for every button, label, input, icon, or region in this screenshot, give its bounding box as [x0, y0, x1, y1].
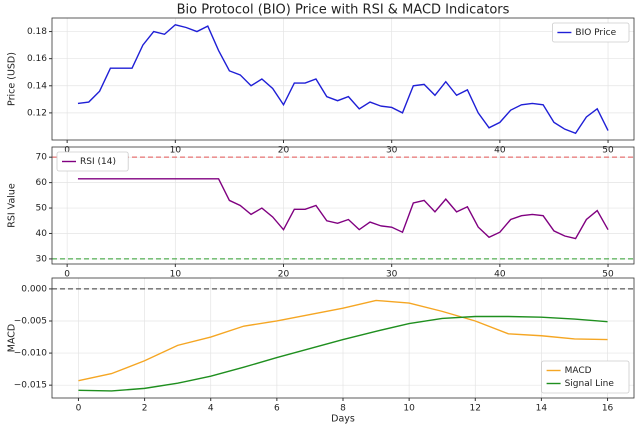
x-tick-label: 12	[470, 404, 481, 414]
y-tick-label: −0.005	[14, 316, 47, 326]
y-axis-label: RSI Value	[7, 183, 18, 228]
x-tick-label: 50	[602, 270, 614, 280]
plot-frame	[51, 146, 635, 265]
x-tick-label: 10	[403, 404, 415, 414]
y-tick-label: 0.18	[27, 27, 47, 37]
y-tick-label: −0.010	[14, 349, 48, 359]
series-line	[78, 315, 608, 392]
legend: MACD Signal Line	[541, 360, 630, 394]
plot-frame	[51, 17, 635, 141]
legend-box	[541, 360, 630, 394]
x-tick-label: 6	[274, 404, 280, 414]
legend-box	[552, 22, 630, 43]
y-axis-label: MACD	[7, 324, 18, 352]
x-tick-label: 8	[340, 404, 346, 414]
legend-label: MACD	[565, 366, 592, 376]
y-tick-label: 0.000	[21, 284, 47, 294]
x-tick-label: 0	[64, 270, 70, 280]
y-tick-label: 40	[36, 229, 48, 239]
plot-frame	[51, 277, 635, 399]
series-line	[78, 299, 608, 382]
y-axis-label: Price (USD)	[7, 52, 18, 106]
legend-label: Signal Line	[565, 379, 615, 389]
x-tick-label: 0	[76, 404, 82, 414]
x-tick-label: 4	[208, 404, 214, 414]
x-axis-label: Days	[331, 414, 355, 425]
x-tick-label: 20	[278, 270, 290, 280]
legend: BIO Price	[552, 22, 630, 43]
y-tick-label: 60	[36, 178, 48, 188]
legend-box	[56, 151, 129, 172]
legend: RSI (14)	[56, 151, 129, 172]
y-tick-label: 0.14	[27, 81, 47, 91]
x-tick-label: 16	[602, 404, 614, 414]
legend-label: BIO Price	[575, 28, 616, 38]
legend-label: RSI (14)	[80, 157, 116, 167]
chart-title: Bio Protocol (BIO) Price with RSI & MACD…	[177, 3, 510, 18]
series-line	[77, 178, 609, 240]
y-tick-label: 0.16	[27, 54, 47, 64]
series-line	[77, 24, 609, 135]
y-tick-label: 30	[36, 254, 48, 264]
x-tick-label: 30	[386, 270, 398, 280]
y-tick-label: 50	[36, 204, 48, 214]
x-tick-label: 40	[494, 270, 506, 280]
y-tick-label: 0.12	[27, 108, 47, 118]
x-tick-label: 10	[170, 270, 182, 280]
y-tick-label: −0.015	[14, 381, 47, 391]
y-tick-label: 70	[36, 153, 48, 163]
x-tick-label: 14	[536, 404, 548, 414]
x-tick-label: 2	[142, 404, 148, 414]
